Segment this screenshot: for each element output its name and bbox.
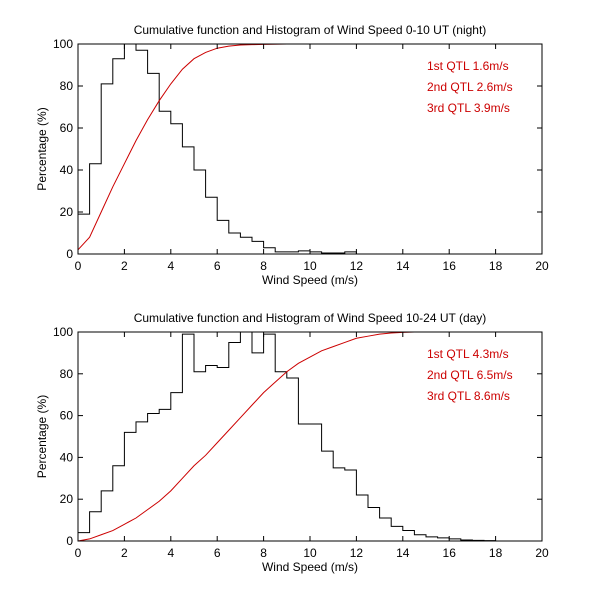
y-tick-label: 100 — [53, 325, 73, 339]
x-tick-label: 6 — [214, 259, 221, 273]
y-tick-label: 80 — [60, 79, 74, 93]
y-tick-label: 100 — [53, 37, 73, 51]
x-tick-label: 14 — [396, 546, 410, 560]
x-tick-label: 12 — [350, 259, 364, 273]
y-tick-label: 60 — [60, 121, 74, 135]
x-tick-label: 6 — [214, 546, 221, 560]
quartile-annotation: 1st QTL 4.3m/s — [427, 347, 509, 361]
cumulative-series — [77, 331, 542, 542]
x-tick-label: 2 — [121, 259, 128, 273]
x-tick-label: 20 — [535, 259, 549, 273]
x-tick-label: 16 — [443, 259, 457, 273]
x-tick-label: 10 — [303, 546, 317, 560]
chart-title: Cumulative function and Histogram of Win… — [134, 311, 487, 325]
cumulative-series — [77, 43, 542, 251]
quartile-annotation: 3rd QTL 3.9m/s — [427, 101, 510, 115]
x-tick-label: 8 — [260, 546, 267, 560]
chart-panel-2: Cumulative function and Histogram of Win… — [35, 311, 549, 574]
y-tick-label: 0 — [66, 247, 73, 261]
x-tick-label: 4 — [167, 259, 174, 273]
x-tick-label: 0 — [75, 546, 82, 560]
y-axis-label: Percentage (%) — [35, 395, 49, 478]
histogram-series — [77, 331, 519, 542]
x-tick-label: 16 — [443, 546, 457, 560]
x-tick-label: 8 — [260, 259, 267, 273]
quartile-annotation: 3rd QTL 8.6m/s — [427, 389, 510, 403]
y-axis-label: Percentage (%) — [35, 107, 49, 190]
x-tick-label: 14 — [396, 259, 410, 273]
y-tick-label: 60 — [60, 409, 74, 423]
x-tick-label: 10 — [303, 259, 317, 273]
x-tick-label: 0 — [75, 259, 82, 273]
quartile-annotation: 1st QTL 1.6m/s — [427, 59, 509, 73]
chart-panel-1: Cumulative function and Histogram of Win… — [35, 23, 549, 287]
y-tick-label: 40 — [60, 163, 74, 177]
x-tick-label: 20 — [535, 546, 549, 560]
x-tick-label: 18 — [489, 259, 503, 273]
y-tick-label: 0 — [66, 534, 73, 548]
x-axis-label: Wind Speed (m/s) — [262, 560, 358, 574]
chart-title: Cumulative function and Histogram of Win… — [134, 23, 487, 37]
axes-box — [77, 43, 543, 255]
y-tick-label: 20 — [60, 492, 74, 506]
x-tick-label: 4 — [167, 546, 174, 560]
x-axis-label: Wind Speed (m/s) — [262, 273, 358, 287]
histogram-series — [77, 43, 380, 255]
quartile-annotation: 2nd QTL 2.6m/s — [427, 80, 513, 94]
y-tick-label: 40 — [60, 450, 74, 464]
x-tick-label: 18 — [489, 546, 503, 560]
x-tick-label: 2 — [121, 546, 128, 560]
y-tick-label: 80 — [60, 367, 74, 381]
x-tick-label: 12 — [350, 546, 364, 560]
quartile-annotation: 2nd QTL 6.5m/s — [427, 368, 513, 382]
y-tick-label: 20 — [60, 205, 74, 219]
